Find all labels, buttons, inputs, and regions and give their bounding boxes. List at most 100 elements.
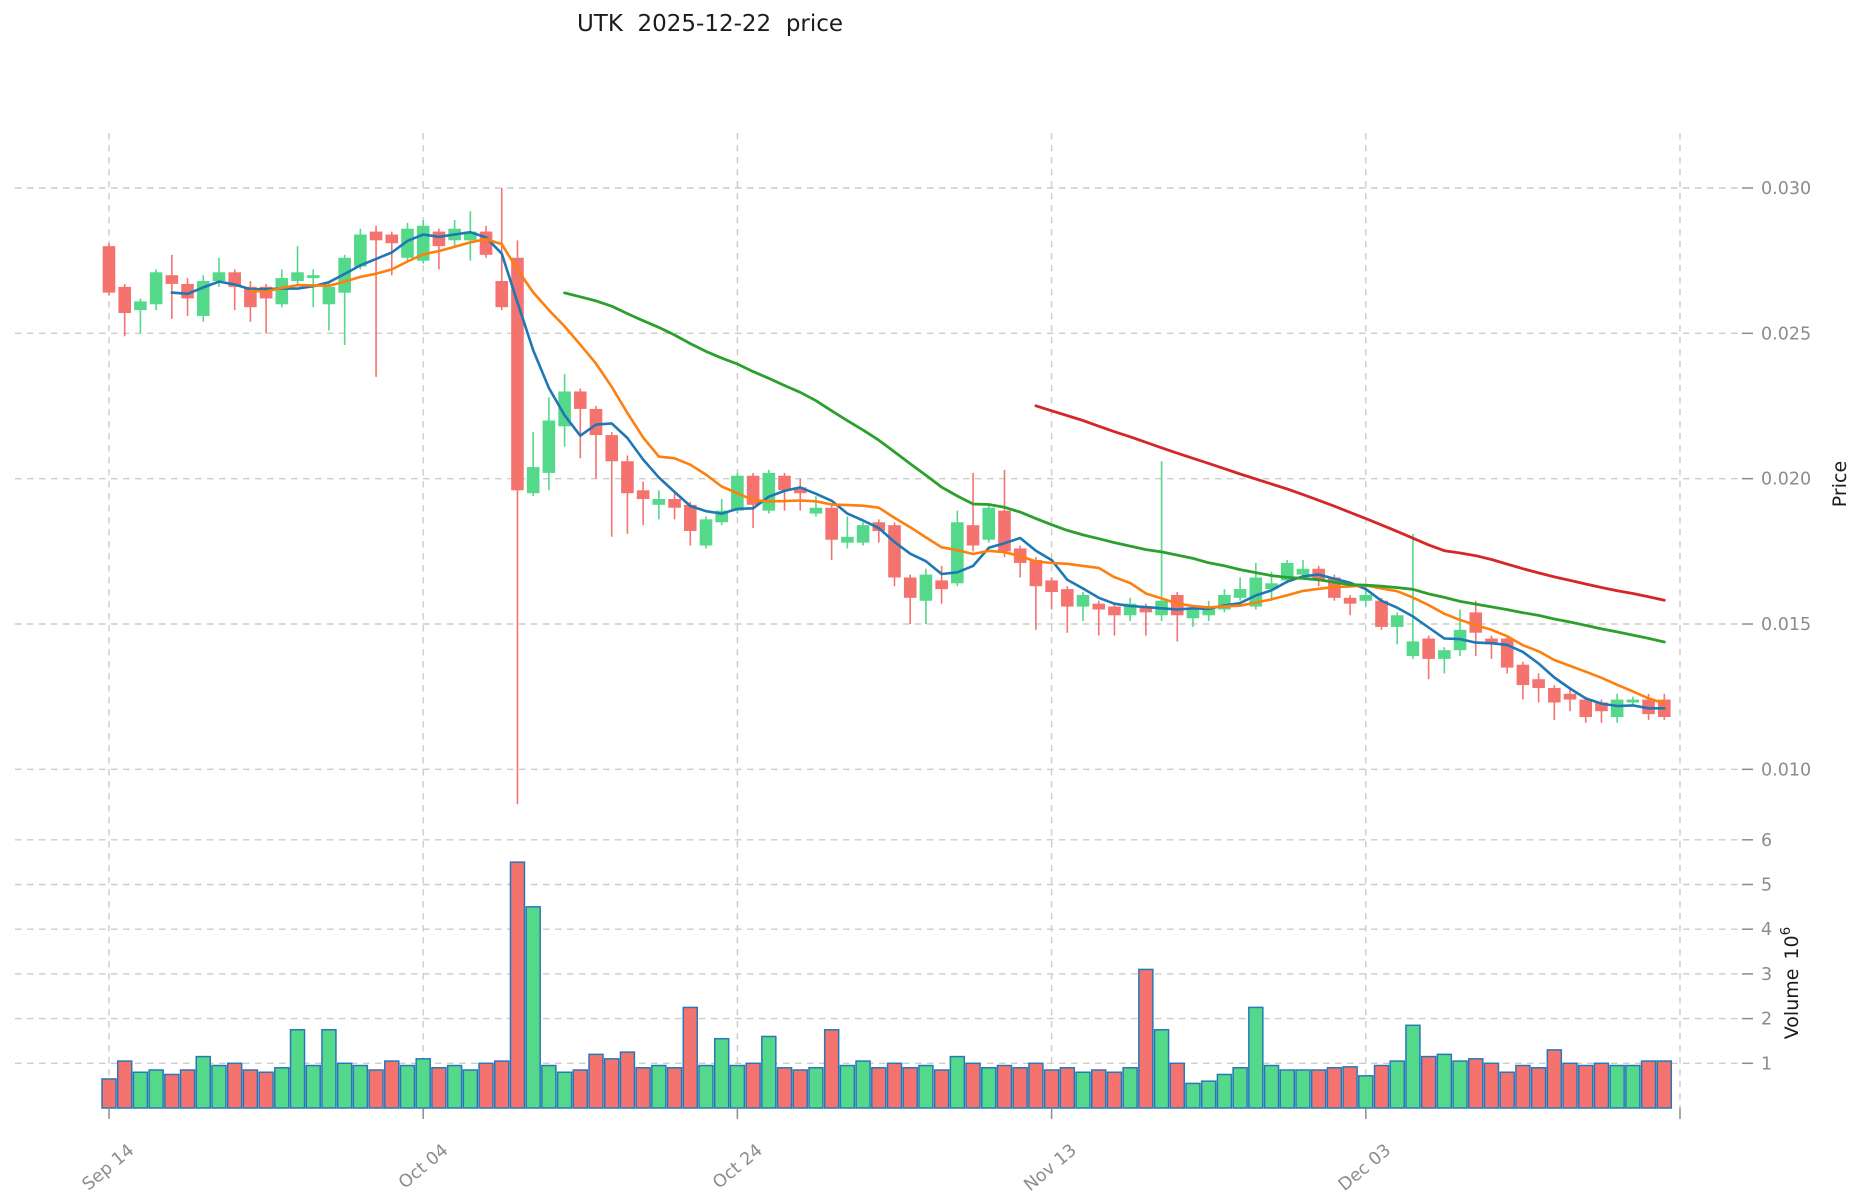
- volume-bar: [823, 1029, 840, 1109]
- volume-bar: [1468, 1058, 1484, 1109]
- candle-body: [322, 286, 336, 305]
- volume-bar: [1358, 1075, 1374, 1109]
- volume-bar: [572, 1069, 589, 1109]
- candle-body: [118, 286, 132, 313]
- volume-bar: [981, 1067, 997, 1109]
- volume-bar: [1342, 1066, 1358, 1109]
- volume-bar: [1436, 1053, 1453, 1109]
- candle-body: [1249, 577, 1263, 607]
- volume-bar: [101, 1078, 117, 1109]
- candle-body: [982, 507, 996, 540]
- volume-bar: [494, 1060, 510, 1109]
- candle-body: [574, 391, 587, 409]
- volume-bar: [713, 1037, 730, 1109]
- candle-body: [1375, 600, 1388, 627]
- candle-body: [935, 580, 948, 590]
- candle-body: [1029, 560, 1043, 587]
- volume-bar: [1185, 1082, 1201, 1109]
- candle-body: [1296, 568, 1310, 575]
- candle-body: [542, 420, 556, 473]
- volume-bar: [1106, 1071, 1123, 1109]
- candle-body: [605, 435, 619, 462]
- volume-bar: [1216, 1073, 1233, 1109]
- volume-bar: [1263, 1064, 1280, 1109]
- volume-bar: [1515, 1064, 1531, 1109]
- candle-body: [1642, 699, 1655, 715]
- volume-bar: [541, 1064, 557, 1109]
- candle-body: [1563, 693, 1577, 700]
- volume-bar: [242, 1069, 259, 1109]
- volume-bar: [1059, 1067, 1076, 1109]
- candle-body: [212, 272, 226, 282]
- candle-body: [888, 525, 901, 578]
- grid-layer: [15, 133, 1742, 1108]
- volume-bar: [619, 1051, 636, 1109]
- volume-bar: [116, 1060, 133, 1109]
- candle-body: [1406, 641, 1420, 656]
- candle-body: [291, 272, 304, 282]
- candle-body: [354, 234, 367, 267]
- price-tick-label: 0.025: [1761, 324, 1811, 344]
- chart-title: UTK 2025-12-22 price: [577, 11, 843, 37]
- volume-bar: [1452, 1060, 1468, 1109]
- candle-body: [369, 231, 383, 241]
- volume-bar: [651, 1064, 667, 1109]
- volume-bar: [965, 1062, 981, 1109]
- candle-body: [1485, 638, 1498, 645]
- volume-bar: [949, 1055, 966, 1109]
- volume-bar: [525, 906, 541, 1109]
- candle-body: [1438, 650, 1451, 659]
- volume-bar: [1373, 1064, 1390, 1109]
- volume-axis-label-exponent: 6: [1778, 927, 1794, 936]
- volume-bar: [666, 1067, 683, 1109]
- volume-bar: [1420, 1055, 1437, 1109]
- volume-bar: [698, 1064, 714, 1109]
- candle-body: [385, 234, 399, 244]
- candle-body: [1579, 699, 1593, 718]
- volume-bar: [871, 1067, 887, 1109]
- volume-bar: [918, 1064, 934, 1109]
- candle-body: [1108, 606, 1121, 616]
- volume-bar: [1310, 1069, 1327, 1109]
- volume-bar: [321, 1029, 337, 1109]
- volume-bar: [1153, 1029, 1170, 1109]
- sma60-line: [1034, 404, 1666, 602]
- volume-bar: [729, 1064, 746, 1109]
- volume-bar: [258, 1071, 274, 1109]
- volume-bar: [1562, 1062, 1578, 1109]
- candle-body: [1186, 609, 1200, 619]
- candle-body: [809, 507, 823, 514]
- volume-bar: [1075, 1071, 1091, 1109]
- volume-bar: [1625, 1064, 1641, 1109]
- volume-bar: [1138, 968, 1154, 1109]
- volume-bar: [368, 1069, 384, 1109]
- volume-bar: [352, 1064, 369, 1109]
- candle-body: [1123, 603, 1137, 616]
- volume-bar: [446, 1064, 463, 1109]
- candle-body: [1076, 594, 1090, 607]
- volume-bar: [148, 1069, 164, 1109]
- volume-tick-label: 1: [1761, 1054, 1772, 1074]
- candle-body: [1532, 679, 1545, 688]
- volume-bar: [761, 1035, 777, 1109]
- candle-body: [683, 504, 697, 531]
- volume-bar: [933, 1069, 950, 1109]
- volume-bar: [1326, 1067, 1343, 1109]
- sma5-line: [170, 230, 1666, 710]
- candle-body: [621, 461, 634, 494]
- candle-body: [636, 490, 650, 500]
- date-tick-label: Sep 14: [79, 1141, 138, 1195]
- volume-bar: [179, 1069, 196, 1109]
- candle-body: [793, 487, 807, 494]
- candle-body: [1139, 606, 1153, 613]
- price-axis-label: Price: [1829, 461, 1851, 507]
- candle-body: [589, 408, 603, 436]
- volume-bar: [745, 1062, 761, 1109]
- volume-bar: [1405, 1024, 1421, 1109]
- date-tick-label: Dec 03: [1335, 1141, 1395, 1196]
- candle-body: [825, 507, 838, 540]
- volume-bar: [1200, 1080, 1217, 1109]
- candle-body: [1343, 597, 1357, 604]
- volume-bar: [1593, 1062, 1610, 1109]
- candle-body: [401, 228, 414, 258]
